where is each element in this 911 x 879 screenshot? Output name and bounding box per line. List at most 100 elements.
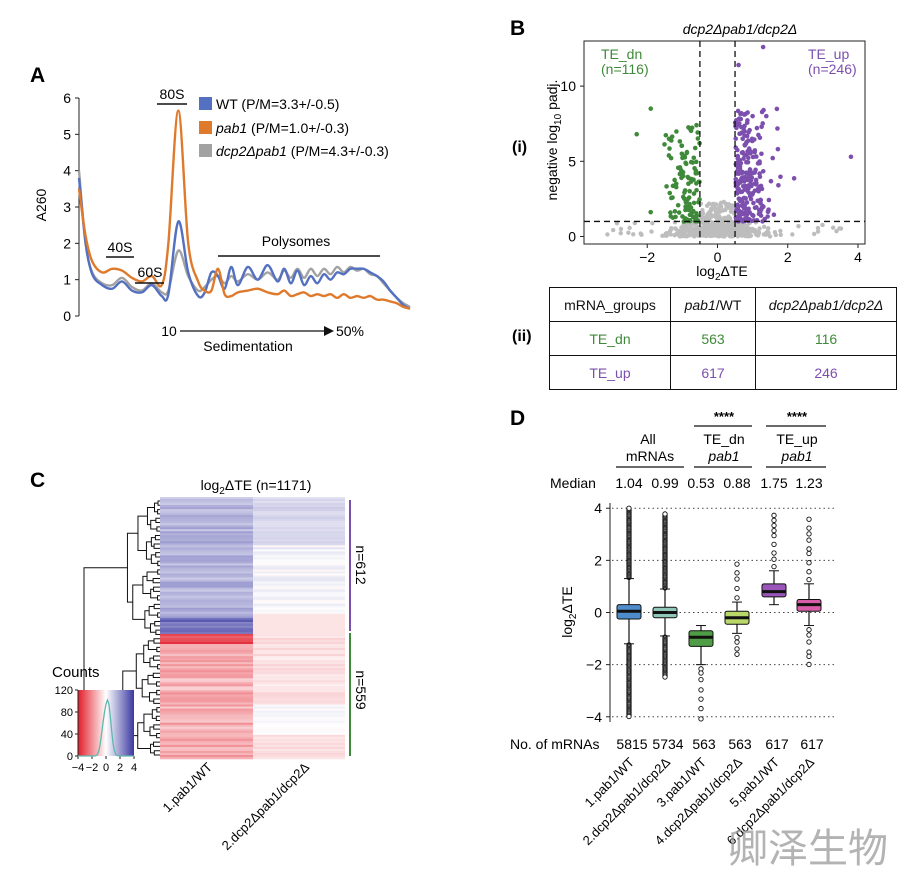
point-te-up xyxy=(733,179,739,185)
color-key xyxy=(78,690,134,756)
outlier-point xyxy=(698,687,704,693)
point-ns xyxy=(668,227,674,232)
heat-cell xyxy=(253,698,345,701)
d-ytick-label: 0 xyxy=(594,605,602,621)
heat-cell xyxy=(253,609,345,613)
point-ns xyxy=(728,209,734,214)
heat-cell xyxy=(253,499,345,502)
heat-cell xyxy=(253,555,345,558)
heat-cell xyxy=(253,641,345,645)
outlier-point xyxy=(626,713,632,720)
heat-cell xyxy=(253,579,345,582)
point-ns xyxy=(711,232,717,237)
heat-cell xyxy=(253,694,345,697)
key-ytick-label: 120 xyxy=(55,685,73,697)
panel-b: B dcp2Δpab1/dcp2Δ (i) (ii) −2 0 2 4 0 5 10 TE_… xyxy=(510,17,866,345)
point-ns xyxy=(673,226,679,231)
sedimentation-arrowhead xyxy=(324,326,334,336)
outlier-point xyxy=(806,525,812,531)
point-te-up xyxy=(748,191,753,197)
heat-cell xyxy=(253,607,345,611)
table-row: TE_dn 563 116 xyxy=(549,321,897,356)
heat-cell xyxy=(160,710,253,713)
volcano-axes: −2 0 2 4 0 5 10 xyxy=(560,78,862,265)
point-te-dn xyxy=(689,125,695,131)
point-ns xyxy=(736,232,741,238)
heat-cell xyxy=(160,609,253,613)
dendro-branch xyxy=(146,571,158,582)
heat-cell xyxy=(160,561,253,564)
table-cell-v1: 617 xyxy=(670,355,756,390)
heat-cell xyxy=(253,529,345,532)
dendro-branch xyxy=(153,543,160,549)
count-value: 617 xyxy=(765,736,789,752)
outlier-point xyxy=(734,570,740,576)
point-te-dn xyxy=(670,183,676,189)
point-te-up xyxy=(766,197,772,203)
heat-cell xyxy=(160,563,253,566)
median-value: 1.04 xyxy=(615,475,642,491)
point-te-up xyxy=(735,165,741,170)
outlier-point xyxy=(698,716,704,722)
watermark: 卿泽生物 xyxy=(728,827,888,871)
point-te-dn xyxy=(672,209,678,214)
point-ns xyxy=(627,225,632,231)
point-te-up xyxy=(776,182,781,188)
panel-d-letter: D xyxy=(510,407,525,430)
heat-cell xyxy=(253,680,345,683)
heat-cell xyxy=(253,714,345,717)
legend-pab1: pab1 (P/M=1.0+/-0.3) xyxy=(215,120,349,136)
sedimentation-start: 10 xyxy=(161,323,177,339)
point-te-dn xyxy=(691,200,697,206)
heat-cell xyxy=(160,603,253,607)
outlier-point xyxy=(806,639,812,645)
point-te-up xyxy=(739,111,744,116)
heat-cell xyxy=(160,714,253,717)
b-xtick-label: 4 xyxy=(854,249,862,265)
heat-cell xyxy=(160,722,253,726)
heat-cell xyxy=(253,575,345,578)
point-te-dn xyxy=(697,197,702,202)
point-te-up xyxy=(747,127,752,133)
sig-dn: **** xyxy=(714,409,735,424)
point-ns xyxy=(778,232,783,238)
point-te-dn xyxy=(686,195,692,200)
heat-cell xyxy=(253,577,345,580)
outlier-point xyxy=(806,627,812,633)
heat-cell xyxy=(160,497,253,500)
heat-cell xyxy=(160,635,253,639)
point-te-up xyxy=(744,170,749,176)
heat-cell xyxy=(160,531,253,534)
point-te-up xyxy=(737,131,742,137)
heat-cell xyxy=(253,712,345,715)
heat-cell xyxy=(160,740,253,744)
point-te-dn xyxy=(688,159,694,165)
heat-cell xyxy=(160,672,253,675)
point-te-dn xyxy=(670,195,675,200)
heat-cell xyxy=(253,553,345,556)
point-te-up xyxy=(741,156,746,161)
point-te-dn xyxy=(680,194,686,200)
heat-cell xyxy=(160,700,253,703)
b-xtick-label: 2 xyxy=(784,249,792,265)
dendro-branch xyxy=(153,655,160,661)
point-te-up xyxy=(768,178,774,184)
outlier-point xyxy=(806,531,812,537)
point-te-dn xyxy=(668,210,673,215)
key-xtick-label: 2 xyxy=(117,762,123,774)
dendro-branch xyxy=(156,689,160,696)
point-te-up xyxy=(742,128,747,134)
point-te-up xyxy=(759,124,764,130)
heat-cell xyxy=(253,585,345,588)
point-ns xyxy=(834,228,839,234)
point-te-up xyxy=(757,135,763,141)
heat-cell xyxy=(160,627,253,631)
heat-cell xyxy=(253,533,345,536)
table-row: TE_up 617 246 xyxy=(549,355,897,390)
heat-cell xyxy=(253,597,345,600)
heat-cell xyxy=(253,672,345,675)
heat-cell xyxy=(160,718,253,721)
heat-cell xyxy=(160,581,253,584)
heat-cell xyxy=(160,668,253,671)
dendro-branch xyxy=(148,605,158,616)
